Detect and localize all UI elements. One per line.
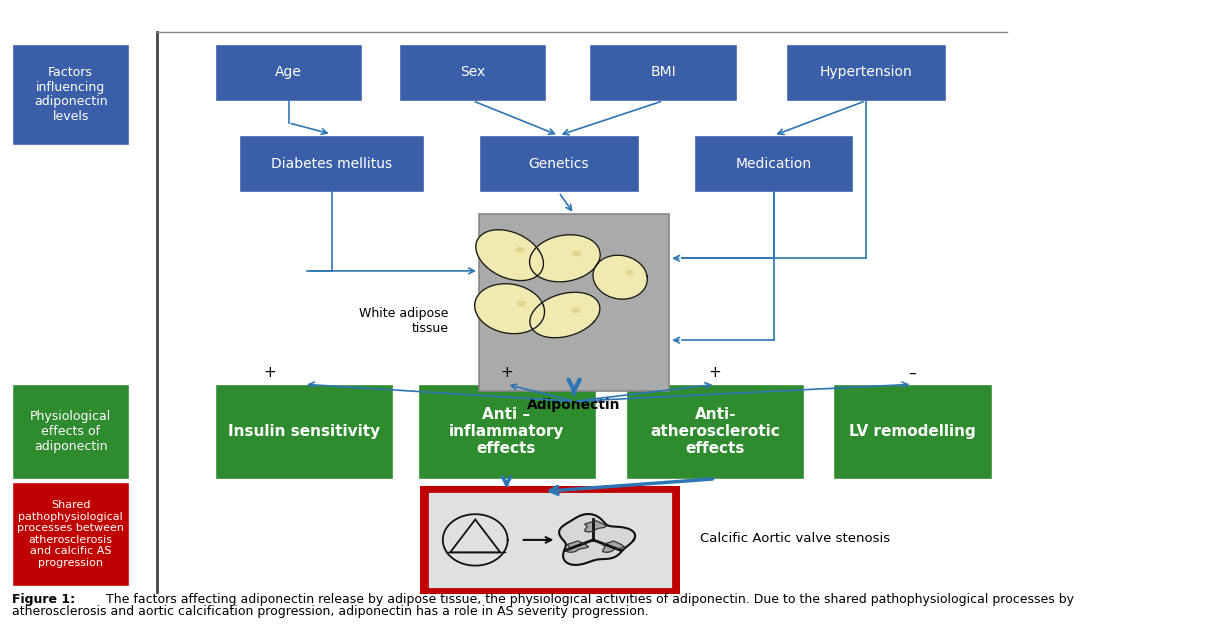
Text: Age: Age (275, 66, 302, 79)
Text: Factors
influencing
adiponectin
levels: Factors influencing adiponectin levels (34, 66, 107, 123)
Text: Calcific Aortic valve stenosis: Calcific Aortic valve stenosis (700, 532, 890, 545)
Polygon shape (529, 235, 600, 282)
Text: White adipose
tissue: White adipose tissue (359, 307, 448, 335)
FancyBboxPatch shape (215, 44, 362, 101)
Text: Insulin sensitivity: Insulin sensitivity (228, 424, 379, 439)
Text: Adiponectin: Adiponectin (527, 398, 620, 412)
Text: LV remodelling: LV remodelling (849, 424, 976, 439)
Text: Medication: Medication (736, 157, 812, 171)
Polygon shape (559, 514, 635, 565)
FancyBboxPatch shape (215, 384, 393, 479)
Polygon shape (572, 251, 581, 256)
Polygon shape (572, 308, 580, 312)
Polygon shape (603, 541, 624, 553)
Polygon shape (529, 292, 599, 338)
FancyBboxPatch shape (786, 44, 946, 101)
Text: Anti-
atherosclerotic
effects: Anti- atherosclerotic effects (651, 406, 780, 457)
Polygon shape (626, 271, 632, 275)
Polygon shape (593, 255, 647, 299)
FancyBboxPatch shape (589, 44, 737, 101)
Text: BMI: BMI (651, 66, 675, 79)
Text: Sex: Sex (460, 66, 485, 79)
Text: +: + (264, 365, 276, 381)
FancyBboxPatch shape (626, 384, 804, 479)
Text: Shared
pathophysiological
processes between
atherosclerosis
and calcific AS
prog: Shared pathophysiological processes betw… (17, 500, 124, 568)
Polygon shape (475, 284, 544, 334)
Polygon shape (585, 521, 607, 532)
Text: +: + (501, 365, 513, 381)
FancyBboxPatch shape (12, 44, 129, 145)
Polygon shape (517, 247, 524, 253)
Text: Diabetes mellitus: Diabetes mellitus (271, 157, 392, 171)
Polygon shape (475, 230, 544, 280)
Text: Figure 1:: Figure 1: (12, 593, 75, 606)
Text: Hypertension: Hypertension (819, 66, 912, 79)
Polygon shape (567, 541, 588, 553)
FancyBboxPatch shape (12, 482, 129, 586)
FancyBboxPatch shape (399, 44, 546, 101)
FancyBboxPatch shape (479, 135, 639, 192)
FancyBboxPatch shape (418, 384, 596, 479)
FancyBboxPatch shape (833, 384, 992, 479)
Text: Anti –
inflammatory
effects: Anti – inflammatory effects (448, 406, 565, 457)
FancyBboxPatch shape (427, 491, 673, 589)
FancyBboxPatch shape (420, 486, 680, 594)
FancyBboxPatch shape (694, 135, 853, 192)
FancyBboxPatch shape (12, 384, 129, 479)
Text: Genetics: Genetics (528, 157, 589, 171)
Text: +: + (709, 365, 721, 381)
Text: The factors affecting adiponectin release by adipose tissue, the physiological a: The factors affecting adiponectin releas… (102, 593, 1074, 606)
Text: Physiological
effects of
adiponectin: Physiological effects of adiponectin (29, 410, 112, 453)
Polygon shape (517, 301, 526, 306)
FancyBboxPatch shape (239, 135, 424, 192)
Text: atherosclerosis and aortic calcification progression, adiponectin has a role in : atherosclerosis and aortic calcification… (12, 605, 650, 617)
FancyBboxPatch shape (479, 214, 669, 391)
Text: –: – (909, 365, 916, 381)
